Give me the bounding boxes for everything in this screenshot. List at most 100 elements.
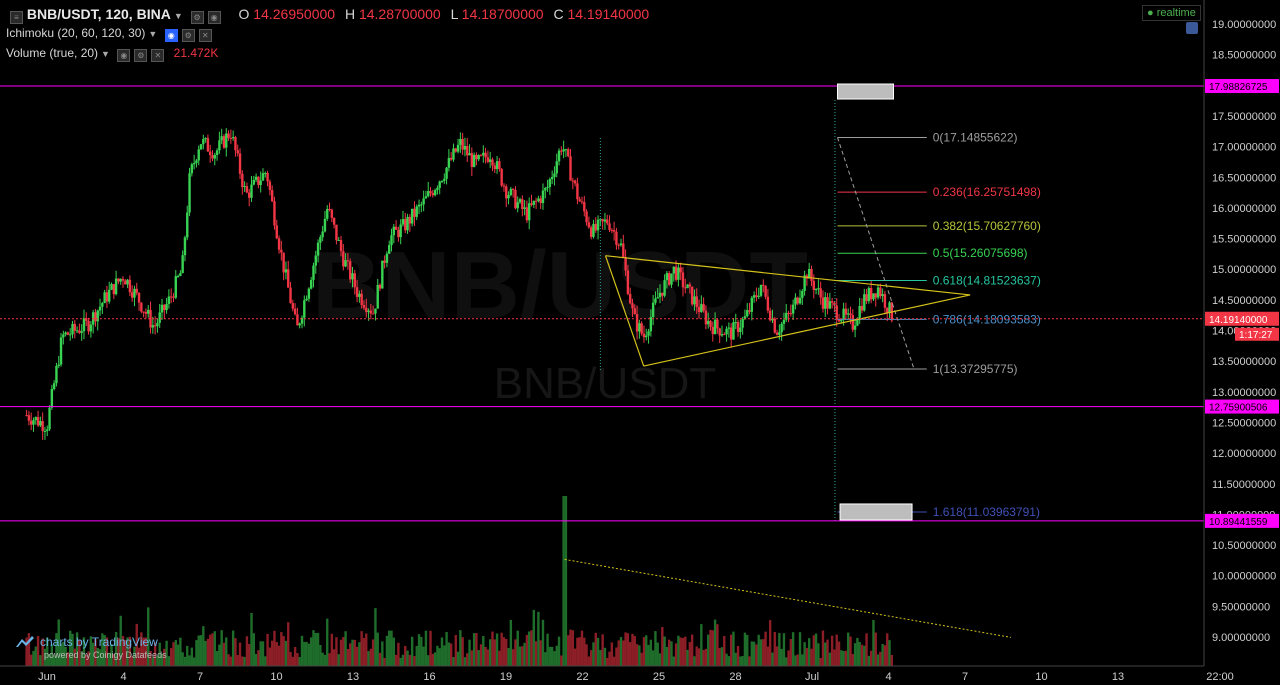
volume-bar (231, 630, 235, 666)
caret-down-icon[interactable]: ▼ (173, 11, 183, 21)
volume-bar (50, 644, 54, 666)
candle-body (654, 298, 657, 303)
candle-body (52, 383, 56, 390)
volume-bar (638, 645, 641, 666)
fib-trend-line[interactable] (837, 137, 915, 370)
volume-bar (601, 634, 604, 666)
time-tick-label: 4 (120, 671, 126, 683)
volume-bar (309, 637, 313, 666)
candle-body (422, 198, 425, 205)
volume-bar (445, 631, 448, 666)
volume-bar (771, 652, 774, 666)
volume-bar (424, 630, 428, 666)
candle-body (110, 284, 113, 290)
volume-bar (589, 650, 593, 666)
candle-body (587, 222, 591, 228)
volume-bar (417, 634, 421, 666)
ichimoku-label[interactable]: Ichimoku (20, 60, 120, 30) (6, 26, 146, 40)
volume-bar (837, 641, 841, 666)
gear-icon[interactable]: ⚙ (134, 49, 148, 62)
volume-bar (319, 644, 322, 666)
candle-body (649, 316, 653, 332)
gear-icon[interactable]: ⚙ (181, 29, 195, 42)
fib-handle-top[interactable] (837, 83, 894, 100)
candle-body (525, 207, 529, 221)
candle-body (78, 330, 81, 333)
triangle-lower-line[interactable] (643, 294, 971, 367)
triangle-upper-line[interactable] (605, 255, 971, 296)
volume-bar (569, 629, 572, 666)
fib-handle-bottom[interactable] (839, 503, 913, 521)
time-tick-label: 13 (347, 671, 359, 683)
last-price-label-bg (1205, 311, 1279, 326)
time-tick-label: Jun (38, 671, 56, 683)
volume-bar (553, 651, 556, 666)
candle-body (174, 276, 177, 298)
time-tick-label: 4 (885, 671, 891, 683)
candle-body (626, 270, 630, 294)
candle-body (459, 138, 462, 145)
volume-bar (550, 646, 554, 666)
volume-bar (514, 639, 517, 666)
candle-body (351, 273, 354, 280)
candle-body (211, 155, 214, 159)
time-tick-label: 25 (653, 671, 665, 683)
volume-bar (511, 649, 515, 666)
volume-bar (729, 634, 733, 666)
volume-bar (29, 654, 33, 666)
caret-down-icon[interactable]: ▼ (148, 29, 158, 39)
candle-body (305, 298, 308, 301)
candle-body (29, 420, 33, 425)
gear-icon[interactable]: ⚙ (190, 11, 204, 24)
eye-icon[interactable]: ◉ (164, 29, 178, 42)
volume-bar (548, 646, 552, 666)
volume-trend-line[interactable] (564, 558, 1011, 638)
candle-body (388, 245, 391, 254)
volume-bar (525, 634, 529, 666)
candle-body (227, 133, 230, 138)
candle-body (339, 240, 343, 252)
candle-body (195, 160, 198, 164)
candle-body (824, 297, 827, 309)
tradingview-logo[interactable]: charts by TradingView powered by Coinigy… (14, 634, 167, 660)
candle-body (498, 161, 501, 170)
flag-icon[interactable] (1186, 22, 1198, 34)
volume-bar (321, 652, 324, 666)
hamburger-icon[interactable]: ≡ (10, 11, 23, 24)
volume-bar (785, 657, 788, 666)
volume-bar (576, 637, 579, 666)
volume-bar (484, 646, 487, 666)
eye-icon[interactable]: ◉ (207, 11, 221, 24)
candle-body (530, 203, 533, 205)
countdown-label: 1:17:27 (1239, 330, 1273, 341)
candle-body (197, 149, 200, 161)
candle-body (436, 187, 439, 191)
close-icon[interactable]: ✕ (151, 49, 165, 62)
volume-bar (509, 619, 513, 666)
volume-bar (144, 637, 148, 666)
volume-bar (305, 641, 308, 666)
volume-bar (252, 633, 256, 666)
candle-body (791, 304, 795, 314)
volume-bar (293, 646, 297, 666)
candle-body (147, 309, 150, 314)
candle-body (250, 184, 253, 198)
volume-bar (495, 633, 499, 666)
candle-body (830, 301, 834, 303)
eye-icon[interactable]: ◉ (117, 49, 131, 62)
triangle-left-line[interactable] (604, 255, 645, 367)
symbol-label[interactable]: BNB/USDT, 120, BINA (26, 6, 171, 22)
volume-bar (257, 650, 260, 666)
candle-body (454, 148, 457, 152)
volume-bar (768, 620, 772, 666)
caret-down-icon[interactable]: ▼ (101, 49, 110, 59)
candle-body (606, 219, 609, 224)
volume-bar (787, 650, 790, 666)
candle-body (635, 314, 639, 332)
candle-body (695, 296, 698, 308)
candle-body (381, 260, 384, 289)
close-icon[interactable]: ✕ (198, 29, 212, 42)
volume-bar (204, 640, 207, 666)
volume-label[interactable]: Volume (true, 20) (6, 46, 99, 60)
